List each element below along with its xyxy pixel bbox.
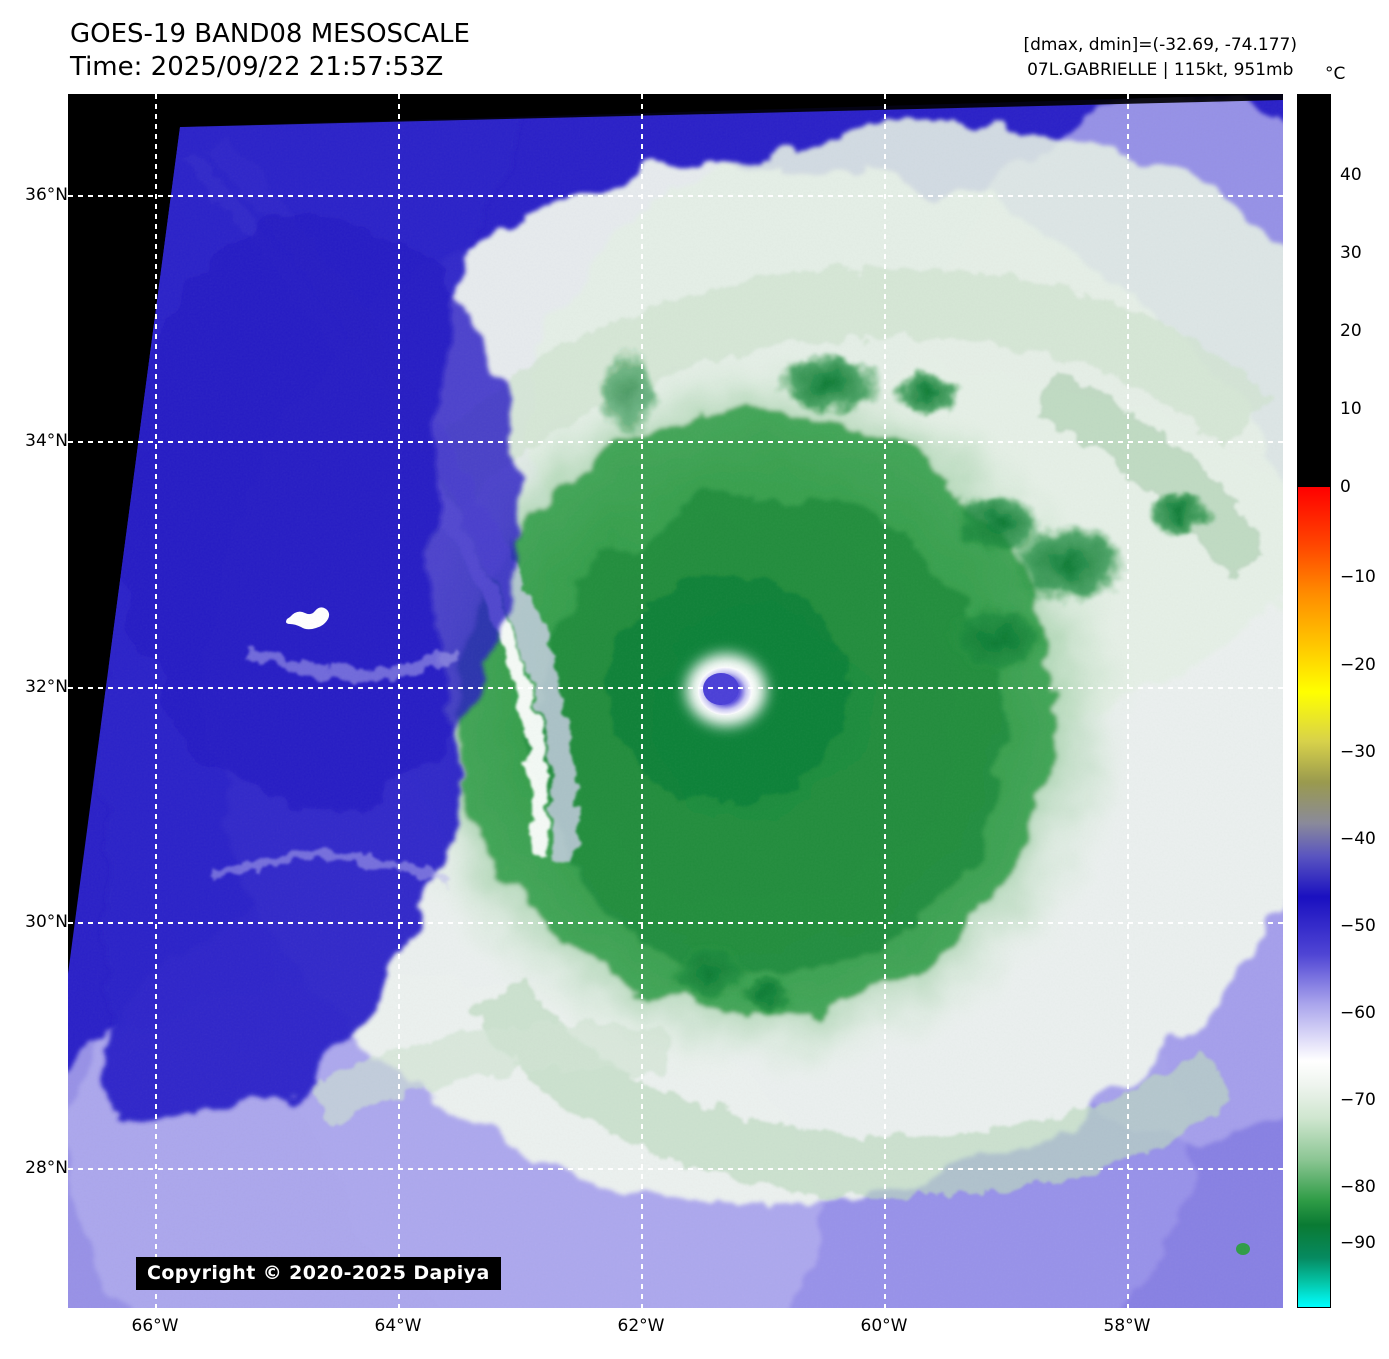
xtick-label-62w: 62°W [617, 1316, 665, 1336]
colorbar-segment-gradient [1298, 486, 1330, 1307]
metadata-block: [dmax, dmin]=(-32.69, -74.177) 07L.GABRI… [1024, 33, 1298, 82]
colorbar-unit-label: °C [1325, 64, 1346, 84]
ytick-label-34n: 34°N [25, 431, 68, 451]
dminmax-label: [dmax, dmin]=(-32.69, -74.177) [1023, 35, 1298, 55]
colorbar-tick-m30: −30 [1340, 742, 1376, 762]
gridline-lon-62w [641, 94, 643, 1308]
colorbar-tick-m50: −50 [1340, 916, 1376, 936]
colorbar-tick-m80: −80 [1340, 1177, 1376, 1197]
satellite-image-plot: Copyright © 2020-2025 Dapiya [68, 94, 1283, 1308]
copyright-watermark: Copyright © 2020-2025 Dapiya [136, 1257, 501, 1290]
colorbar-tick-30: 30 [1340, 243, 1362, 263]
gridline-lat-34n [68, 441, 1283, 443]
gridline-lon-66w [155, 94, 157, 1308]
time-line: Time: 2025/09/22 21:57:53Z [70, 51, 444, 82]
ytick-label-36n: 36°N [25, 185, 68, 205]
gridline-lat-30n [68, 922, 1283, 924]
colorbar-tick-10: 10 [1340, 399, 1362, 419]
gridline-lon-58w [1127, 94, 1129, 1308]
xtick-label-66w: 66°W [131, 1316, 179, 1336]
ytick-label-28n: 28°N [25, 1158, 68, 1178]
gridline-lat-36n [68, 195, 1283, 197]
xtick-label-58w: 58°W [1103, 1316, 1151, 1336]
xtick-label-64w: 64°W [374, 1316, 422, 1336]
colorbar-tick-40: 40 [1340, 165, 1362, 185]
satellite-imagery [68, 94, 1283, 1308]
title-line: GOES-19 BAND08 MESOSCALE [70, 19, 470, 49]
colorbar-tick-m70: −70 [1340, 1090, 1376, 1110]
xtick-label-60w: 60°W [860, 1316, 908, 1336]
colorbar [1297, 94, 1331, 1308]
colorbar-tick-0: 0 [1340, 477, 1351, 497]
colorbar-tick-m40: −40 [1340, 829, 1376, 849]
gridline-lon-60w [884, 94, 886, 1308]
colorbar-tick-m10: −10 [1340, 567, 1376, 587]
storm-label: 07L.GABRIELLE | 115kt, 951mb [1027, 59, 1294, 80]
gridline-lon-64w [398, 94, 400, 1308]
ytick-label-30n: 30°N [25, 912, 68, 932]
colorbar-tick-m20: −20 [1340, 655, 1376, 675]
page-title: GOES-19 BAND08 MESOSCALE Time: 2025/09/2… [70, 18, 470, 84]
colorbar-segment-black [1298, 95, 1330, 487]
colorbar-tick-m60: −60 [1340, 1003, 1376, 1023]
colorbar-tick-m90: −90 [1340, 1233, 1376, 1253]
gridline-lat-28n [68, 1168, 1283, 1170]
ytick-label-32n: 32°N [25, 677, 68, 697]
gridline-lat-32n [68, 687, 1283, 689]
colorbar-tick-20: 20 [1340, 321, 1362, 341]
